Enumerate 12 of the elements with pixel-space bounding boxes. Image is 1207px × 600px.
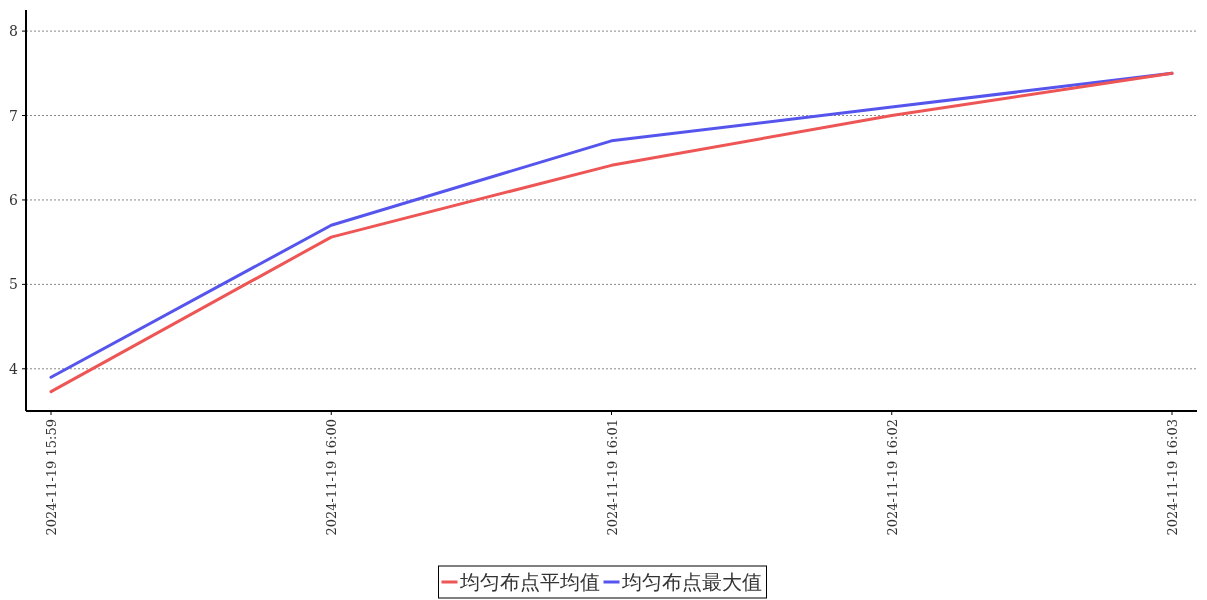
y-tick-label: 8 bbox=[9, 23, 18, 40]
x-tick-label: 2024-11-19 16:01 bbox=[604, 419, 620, 536]
x-tick-label: 2024-11-19 16:02 bbox=[884, 419, 900, 536]
x-tick-label: 2024-11-19 16:00 bbox=[324, 419, 340, 536]
y-tick-label: 5 bbox=[9, 276, 18, 293]
legend-label: 均匀布点最大值 bbox=[620, 570, 762, 594]
x-tick-label: 2024-11-19 15:59 bbox=[44, 419, 59, 536]
x-tick-label: 2024-11-19 16:03 bbox=[1165, 419, 1180, 536]
y-tick-label: 6 bbox=[9, 191, 19, 208]
y-tick-label: 7 bbox=[9, 107, 18, 124]
y-tick-label: 4 bbox=[9, 360, 19, 377]
legend-label: 均匀布点平均值 bbox=[458, 570, 600, 594]
